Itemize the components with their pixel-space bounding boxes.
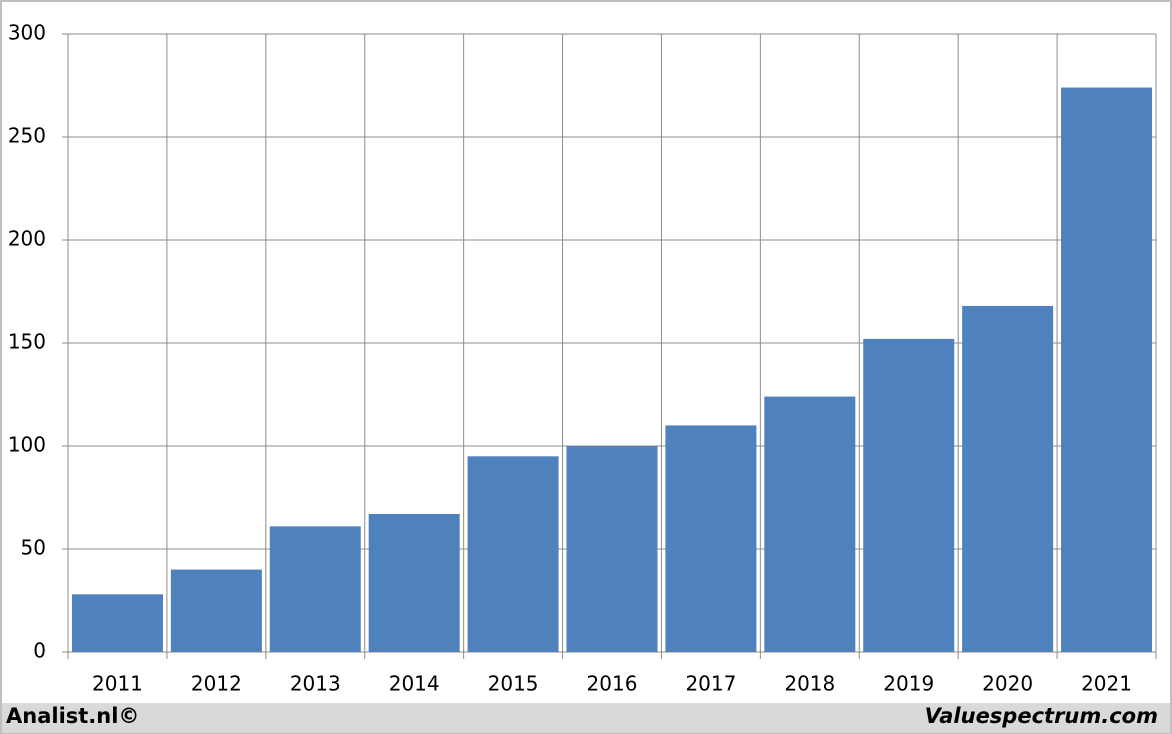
- bar: [269, 526, 361, 652]
- x-tick-label: 2020: [982, 672, 1033, 696]
- bar: [863, 338, 955, 652]
- x-tick-label: 2019: [883, 672, 934, 696]
- y-tick-label: 150: [8, 330, 46, 354]
- bar: [368, 513, 460, 652]
- bar: [467, 456, 559, 652]
- x-tick-label: 2011: [92, 672, 143, 696]
- x-tick-label: 2017: [685, 672, 736, 696]
- y-tick-label: 200: [8, 227, 46, 251]
- bar: [71, 594, 163, 652]
- footer-bar: [2, 703, 1170, 733]
- bar: [962, 305, 1054, 652]
- y-tick-label: 50: [21, 536, 46, 560]
- x-tick-label: 2018: [784, 672, 835, 696]
- bar: [764, 396, 856, 652]
- x-tick-label: 2016: [587, 672, 638, 696]
- footer-right: Valuespectrum.com: [925, 704, 1158, 728]
- x-tick-label: 2012: [191, 672, 242, 696]
- x-tick-label: 2015: [488, 672, 539, 696]
- x-tick-label: 2013: [290, 672, 341, 696]
- y-tick-label: 250: [8, 124, 46, 148]
- bar: [170, 569, 262, 652]
- footer-left: Analist.nl©: [6, 704, 139, 728]
- y-tick-label: 100: [8, 433, 46, 457]
- x-tick-label: 2021: [1081, 672, 1132, 696]
- y-tick-label: 0: [33, 639, 46, 663]
- bar: [665, 425, 757, 652]
- bar: [1061, 87, 1153, 652]
- x-tick-label: 2014: [389, 672, 440, 696]
- bar: [566, 446, 658, 652]
- y-tick-label: 300: [8, 21, 46, 45]
